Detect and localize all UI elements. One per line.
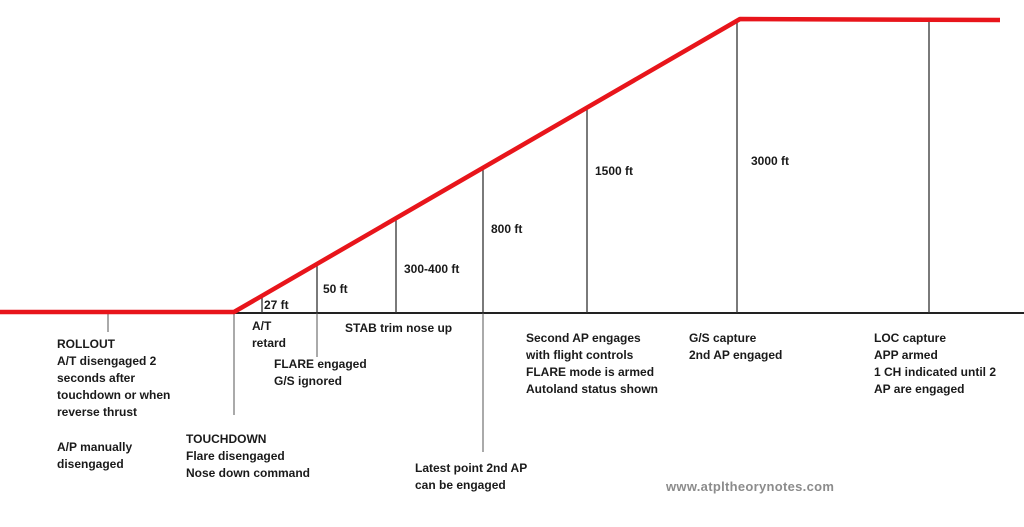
label-at-retard: A/T retard [252, 319, 287, 350]
label-ap-manually-disengaged: A/P manually disengaged [57, 440, 133, 471]
label-loc-capture: LOC capture APP armed 1 CH indicated unt… [874, 331, 997, 396]
watermark: www.atpltheorynotes.com [666, 479, 835, 494]
altitude-50ft: 50 ft [323, 282, 348, 296]
label-stab-trim: STAB trim nose up [345, 321, 453, 335]
label-second-ap: Second AP engages with flight controls F… [526, 331, 658, 396]
altitude-3000ft: 3000 ft [751, 154, 790, 168]
label-latest-point: Latest point 2nd AP can be engaged [415, 461, 528, 492]
label-flare-engaged: FLARE engaged G/S ignored [274, 357, 367, 388]
label-gs-capture: G/S capture 2nd AP engaged [689, 331, 783, 362]
altitude-800ft: 800 ft [491, 222, 523, 236]
label-rollout: ROLLOUT A/T disengaged 2 seconds after t… [57, 337, 171, 419]
flight-path [0, 16, 1001, 315]
altitude-1500ft: 1500 ft [595, 164, 634, 178]
altitude-300-400ft: 300-400 ft [404, 262, 460, 276]
label-touchdown: TOUCHDOWN Flare disengaged Nose down com… [186, 432, 311, 480]
altitude-27ft: 27 ft [264, 298, 289, 312]
